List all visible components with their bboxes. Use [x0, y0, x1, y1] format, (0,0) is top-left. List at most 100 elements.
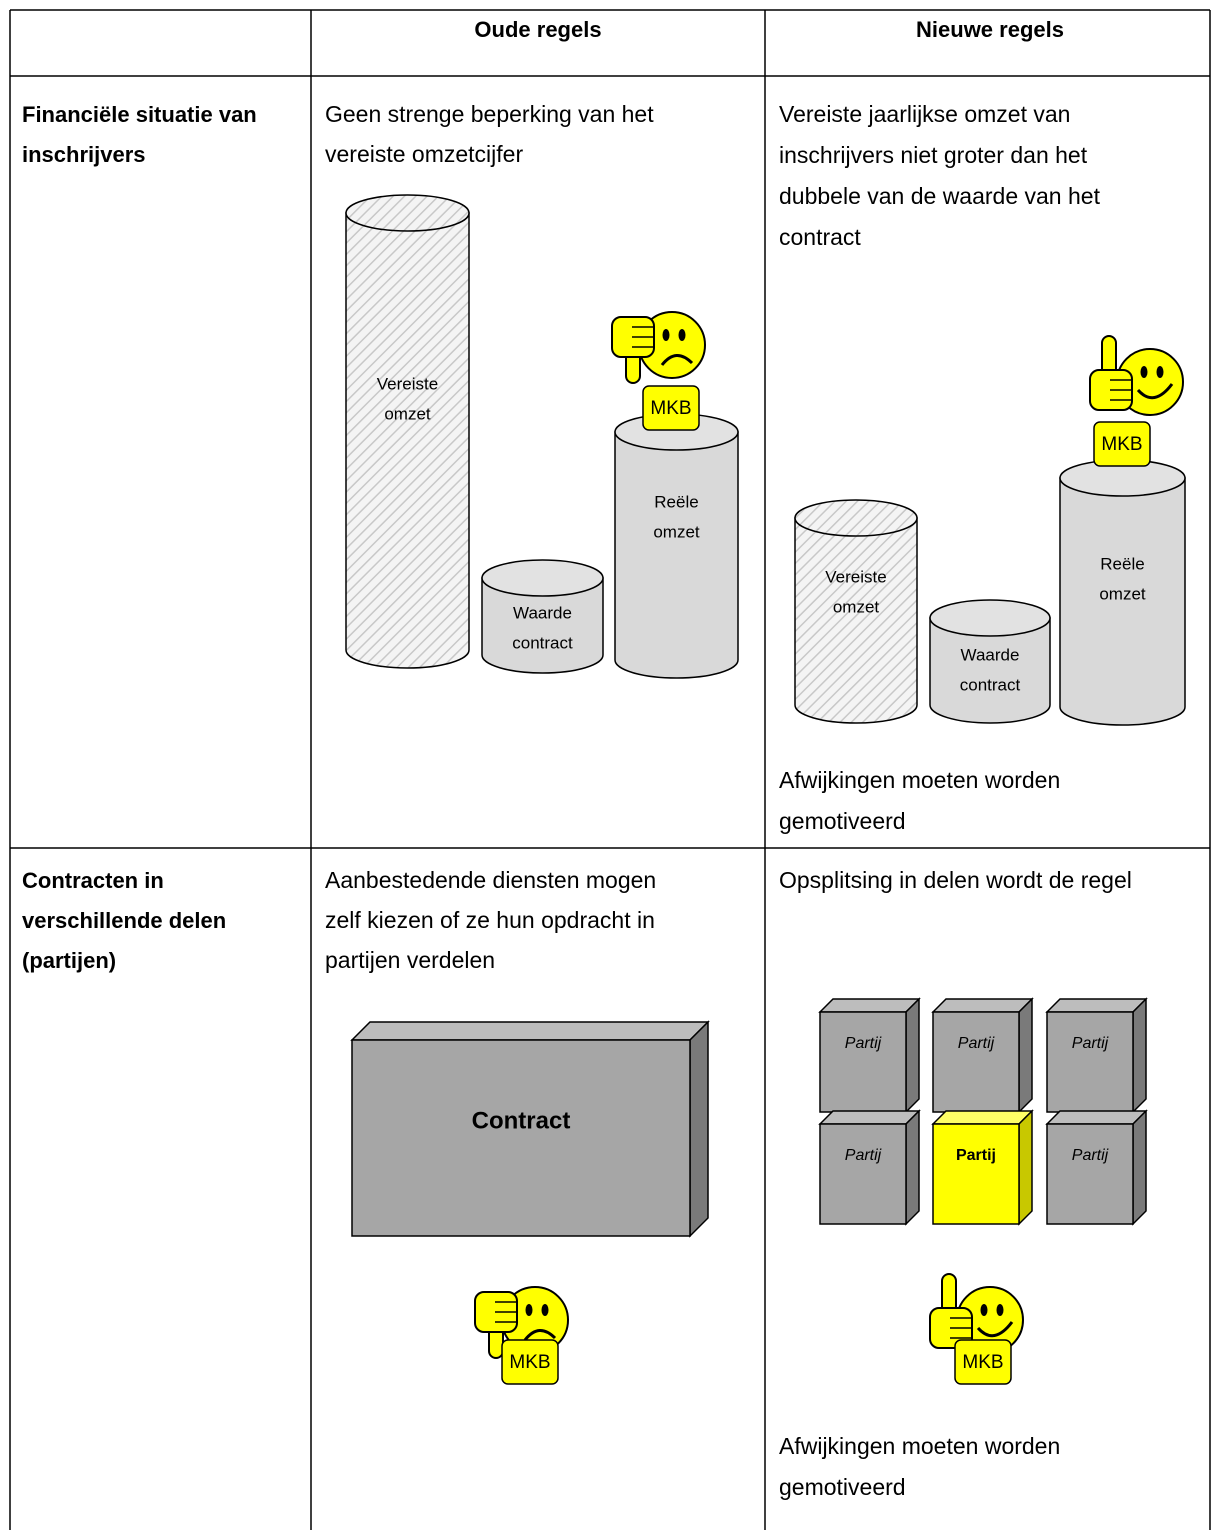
- block-front: [932, 1011, 1020, 1113]
- block-side: [1132, 1109, 1147, 1226]
- smiley-eye: [1140, 366, 1148, 378]
- cylinder-body: [929, 617, 1051, 724]
- block-top: [350, 1021, 710, 1041]
- happy-smiley: MKB: [1089, 335, 1184, 467]
- table-grid: [9, 9, 1211, 1530]
- cylinder-body: [1059, 477, 1186, 726]
- cylinder: Vereiste omzet: [794, 499, 918, 724]
- badge: [954, 1339, 1012, 1385]
- cylinder-label: omzet: [653, 522, 700, 541]
- smiley-eye: [678, 329, 686, 341]
- smiley-eye: [1156, 366, 1164, 378]
- cell-text: partijen verdelen: [325, 947, 495, 973]
- cylinder-top: [345, 194, 470, 232]
- badge: [501, 1339, 559, 1385]
- block: Partij: [818, 1109, 921, 1226]
- cylinder-label: omzet: [1099, 584, 1146, 603]
- column-header: Oude regels: [474, 17, 601, 42]
- smiley-mouth: [523, 1329, 557, 1341]
- block-front: [351, 1039, 691, 1237]
- smiley-eye: [525, 1304, 533, 1316]
- smiley-eye: [541, 1304, 549, 1316]
- cylinder-top: [929, 599, 1051, 637]
- block-label: Contract: [472, 1108, 571, 1135]
- sad-smiley: MKB: [474, 1286, 569, 1385]
- block: Partij: [1045, 1109, 1148, 1226]
- row-label: inschrijvers: [22, 142, 146, 167]
- smiley-eye: [662, 329, 670, 341]
- cell-text: dubbele van de waarde van het: [779, 183, 1101, 209]
- cylinder-label: Vereiste: [825, 567, 886, 586]
- smiley-eye: [980, 1304, 988, 1316]
- block-side: [1018, 997, 1033, 1114]
- smiley-mouth: [660, 354, 694, 366]
- cell-note: gemotiveerd: [779, 808, 906, 834]
- badge-label: MKB: [962, 1352, 1003, 1373]
- block-front: [819, 1123, 907, 1225]
- cylinder-top: [481, 559, 604, 597]
- cell-note: Afwijkingen moeten worden: [779, 767, 1060, 793]
- block-label: Partij: [956, 1147, 996, 1164]
- cylinder-label: omzet: [833, 597, 880, 616]
- block-front: [932, 1123, 1020, 1225]
- block-side: [689, 1020, 709, 1238]
- block-label: Partij: [845, 1147, 882, 1164]
- cylinder-label: Reële: [1100, 554, 1144, 573]
- cylinder-label: contract: [512, 633, 573, 652]
- cylinder: Waarde contract: [481, 559, 604, 674]
- block: Partij: [1045, 997, 1148, 1114]
- block: Partij: [818, 997, 921, 1114]
- smiley-eye: [996, 1304, 1004, 1316]
- cell-text: Opsplitsing in delen wordt de regel: [779, 867, 1132, 893]
- badge-label: MKB: [509, 1352, 550, 1373]
- block-top: [931, 998, 1034, 1013]
- cell-note: Afwijkingen moeten worden: [779, 1433, 1060, 1459]
- row-label: verschillende delen: [22, 908, 226, 933]
- cylinder: Reële omzet: [614, 413, 739, 679]
- cylinder-label: Vereiste: [377, 374, 438, 393]
- row-label: Financiële situatie van: [22, 102, 257, 127]
- cell-text: Geen strenge beperking van het: [325, 101, 654, 127]
- block-top: [1045, 1110, 1148, 1125]
- cylinder-label: Waarde: [961, 645, 1020, 664]
- block: Partij: [931, 1109, 1034, 1226]
- cylinder-label: Waarde: [513, 603, 572, 622]
- block-front: [1046, 1123, 1134, 1225]
- badge-label: MKB: [650, 398, 691, 419]
- cylinder-body: [481, 577, 604, 674]
- cylinder-label: contract: [960, 675, 1021, 694]
- badge: [642, 385, 700, 431]
- cylinder-body: [614, 431, 739, 679]
- column-header: Nieuwe regels: [916, 17, 1064, 42]
- cell-note: gemotiveerd: [779, 1474, 906, 1500]
- sad-smiley: MKB: [611, 311, 706, 431]
- cylinder: Vereiste omzet: [345, 194, 470, 669]
- badge-label: MKB: [1101, 434, 1142, 455]
- block: Partij: [931, 997, 1034, 1114]
- block-label: Partij: [1072, 1035, 1109, 1052]
- block-front: [1046, 1011, 1134, 1113]
- block-label: Partij: [1072, 1147, 1109, 1164]
- block-label: Partij: [845, 1035, 882, 1052]
- cylinder: Reële omzet: [1059, 459, 1186, 726]
- cylinder-body: [345, 212, 470, 669]
- cell-text: contract: [779, 224, 861, 250]
- block-side: [905, 997, 920, 1114]
- block-side: [905, 1109, 920, 1226]
- row-label: (partijen): [22, 948, 116, 973]
- block-side: [1132, 997, 1147, 1114]
- cylinder-label: omzet: [384, 404, 431, 423]
- badge: [1093, 421, 1151, 467]
- block-top: [931, 1110, 1034, 1125]
- block-side: [1018, 1109, 1033, 1226]
- cylinder: Waarde contract: [929, 599, 1051, 724]
- row-label: Contracten in: [22, 868, 164, 893]
- cell-text: zelf kiezen of ze hun opdracht in: [325, 907, 655, 933]
- cell-text: inschrijvers niet groter dan het: [779, 142, 1088, 168]
- block-top: [818, 1110, 921, 1125]
- cylinder-label: Reële: [654, 492, 698, 511]
- smiley-mouth: [1136, 383, 1174, 400]
- cell-text: Vereiste jaarlijkse omzet van: [779, 101, 1070, 127]
- cylinder-body: [794, 517, 918, 724]
